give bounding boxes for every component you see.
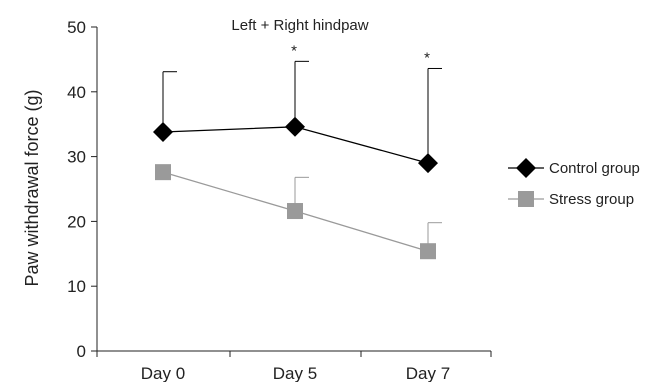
legend-diamond-marker [516,158,536,178]
axes [96,27,491,352]
stress-point-marker [287,203,303,220]
chart-title: Left + Right hindpaw [231,17,368,34]
stress-point-marker [155,164,171,181]
data-markers [153,116,438,260]
y-tick-label: 40 [67,83,86,102]
stress-point-marker [420,243,436,260]
x-category-label: Day 5 [273,364,317,382]
y-axis-title: Paw withdrawal force (g) [22,89,42,286]
x-category-label: Day 0 [141,364,185,382]
significance-asterisk: * [291,42,297,59]
y-axis-ticks: 0 10 20 30 40 50 [67,18,97,361]
x-axis-ticks: Day 0 Day 5 Day 7 [96,351,492,382]
legend-label-stress: Stress group [549,191,634,208]
significance-asterisk: * [424,49,430,66]
x-category-label: Day 7 [406,364,450,382]
y-tick-label: 20 [67,212,86,231]
error-bars [162,60,442,252]
y-tick-label: 50 [67,18,86,37]
control-point-marker [153,121,173,142]
legend-square-marker [518,191,534,207]
y-tick-label: 10 [67,277,86,296]
legend-label-control: Control group [549,160,640,177]
y-tick-label: 0 [77,342,86,361]
y-tick-label: 30 [67,148,86,167]
significance-marks: * * [291,42,430,66]
control-point-marker [418,153,438,174]
control-point-marker [285,116,305,137]
legend: Control group Stress group [508,158,640,208]
